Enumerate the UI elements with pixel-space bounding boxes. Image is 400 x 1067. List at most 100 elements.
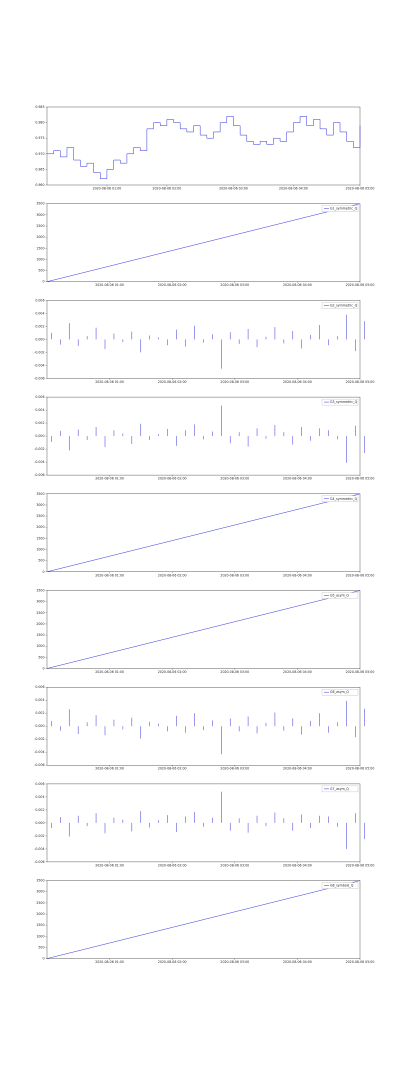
y-tick-label: -0.006 [34, 860, 44, 864]
legend-box [321, 689, 359, 696]
y-tick-label: 500 [38, 269, 44, 273]
x-tick-label: 2020-08-06 03:00 [220, 960, 249, 964]
x-tick-label: 2020-08-06 02:00 [158, 477, 187, 481]
y-tick-label: 0.006 [35, 298, 44, 302]
x-tick-label: 2020-08-06 02:00 [158, 573, 187, 577]
x-tick-label: 2020-08-06 03:00 [219, 187, 248, 191]
x-tick-label: 2020-08-06 04:00 [283, 670, 312, 674]
legend-box [321, 398, 359, 406]
y-tick-label: 3000 [36, 213, 44, 217]
x-tick-label: 2020-08-06 05:00 [346, 863, 375, 867]
x-tick-label: 2020-08-06 02:00 [158, 670, 187, 674]
plot-frame [46, 203, 361, 282]
y-tick-label: 500 [38, 655, 44, 659]
data-line [46, 880, 361, 959]
y-tick-label: 500 [38, 559, 44, 563]
y-tick-label: 3000 [36, 503, 44, 507]
x-tick-label: 2020-08-06 05:00 [346, 670, 375, 674]
x-tick-label: 2020-08-06 01:00 [95, 670, 124, 674]
x-tick-label: 2020-08-06 01:00 [95, 380, 124, 384]
y-tick-label: -0.004 [34, 460, 44, 464]
y-tick-label: 500 [38, 945, 44, 949]
y-tick-label: -0.002 [34, 350, 44, 354]
y-tick-label: -0.002 [34, 834, 44, 838]
x-tick-label: 2020-08-06 01:00 [95, 573, 124, 577]
y-tick-label: 0.004 [35, 311, 44, 315]
y-tick-label: 1500 [36, 923, 44, 927]
x-tick-label: 2020-08-06 02:00 [158, 960, 187, 964]
x-tick-label: 2020-08-06 05:00 [346, 283, 375, 287]
y-tick-label: 0.006 [35, 395, 44, 399]
legend-box [321, 302, 359, 309]
y-tick-label: 2500 [36, 514, 44, 518]
x-tick-label: 2020-08-06 04:00 [283, 767, 312, 771]
x-tick-label: 2020-08-06 05:00 [346, 477, 375, 481]
legend-box [321, 785, 359, 793]
y-tick-label: 2000 [36, 525, 44, 529]
y-tick-label: 1000 [36, 644, 44, 648]
y-tick-label: -0.002 [34, 447, 44, 451]
y-tick-label: 0.002 [35, 324, 44, 328]
y-tick-label: 0 [42, 667, 44, 671]
y-tick-label: 0.000 [35, 821, 44, 825]
x-tick-label: 2020-08-06 04:00 [283, 960, 312, 964]
y-tick-label: 0.004 [35, 698, 44, 702]
x-tick-label: 2020-08-06 03:00 [220, 283, 249, 287]
y-tick-label: -0.004 [34, 363, 44, 367]
y-tick-label: 0.000 [35, 337, 44, 341]
legend-label: G4_symmetric_Q [330, 497, 358, 501]
x-tick-label: 2020-08-06 03:00 [220, 380, 249, 384]
y-tick-label: 0.960 [35, 183, 44, 187]
y-tick-label: 0 [42, 957, 44, 961]
y-tick-label: 0.970 [35, 152, 44, 156]
y-tick-label: 3500 [36, 202, 44, 206]
y-tick-label: 3500 [36, 589, 44, 593]
x-tick-label: 2020-08-06 03:00 [220, 767, 249, 771]
plot-frame [46, 880, 361, 959]
x-tick-label: 2020-08-06 02:00 [158, 863, 187, 867]
y-tick-label: -0.006 [34, 763, 44, 767]
y-tick-label: 0.006 [35, 782, 44, 786]
y-tick-label: 0.975 [35, 136, 44, 140]
y-tick-label: -0.002 [34, 737, 44, 741]
y-tick-label: 2000 [36, 622, 44, 626]
x-tick-label: 2020-08-06 04:00 [283, 863, 312, 867]
y-tick-label: 0.965 [35, 167, 44, 171]
y-tick-label: 2500 [36, 611, 44, 615]
x-tick-label: 2020-08-06 03:00 [220, 573, 249, 577]
x-tick-label: 2020-08-06 04:00 [279, 187, 308, 191]
y-tick-label: 0.002 [35, 711, 44, 715]
y-tick-label: 1500 [36, 633, 44, 637]
x-tick-label: 2020-08-06 04:00 [283, 477, 312, 481]
x-tick-label: 2020-08-06 05:00 [346, 187, 375, 191]
legend-box [321, 495, 359, 502]
x-tick-label: 2020-08-06 04:00 [283, 573, 312, 577]
y-tick-label: 0.002 [35, 421, 44, 425]
y-tick-label: 0.000 [35, 434, 44, 438]
y-tick-label: 0 [42, 570, 44, 574]
x-tick-label: 2020-08-06 01:00 [95, 960, 124, 964]
y-tick-label: 0.004 [35, 795, 44, 799]
y-tick-label: 0.006 [35, 685, 44, 689]
x-tick-label: 2020-08-06 05:00 [346, 380, 375, 384]
y-tick-label: 1500 [36, 536, 44, 540]
x-tick-label: 2020-08-06 01:00 [95, 863, 124, 867]
x-tick-label: 2020-08-06 05:00 [346, 767, 375, 771]
y-tick-label: 3000 [36, 600, 44, 604]
x-tick-label: 2020-08-06 03:00 [220, 477, 249, 481]
plot-frame [46, 106, 361, 186]
y-tick-label: 1000 [36, 257, 44, 261]
y-tick-label: 3000 [36, 890, 44, 894]
y-tick-label: 2500 [36, 901, 44, 905]
legend-box [321, 205, 359, 212]
legend-label: G7_asym_Q [330, 787, 349, 791]
y-tick-label: 0 [42, 280, 44, 284]
legend-label: G2_symmetric_Q [330, 303, 358, 307]
y-tick-label: 1000 [36, 934, 44, 938]
y-tick-label: 0.985 [35, 105, 44, 109]
legend-box [321, 882, 359, 889]
y-tick-label: -0.004 [34, 750, 44, 754]
y-tick-label: -0.004 [34, 847, 44, 851]
x-tick-label: 2020-08-06 02:00 [158, 283, 187, 287]
